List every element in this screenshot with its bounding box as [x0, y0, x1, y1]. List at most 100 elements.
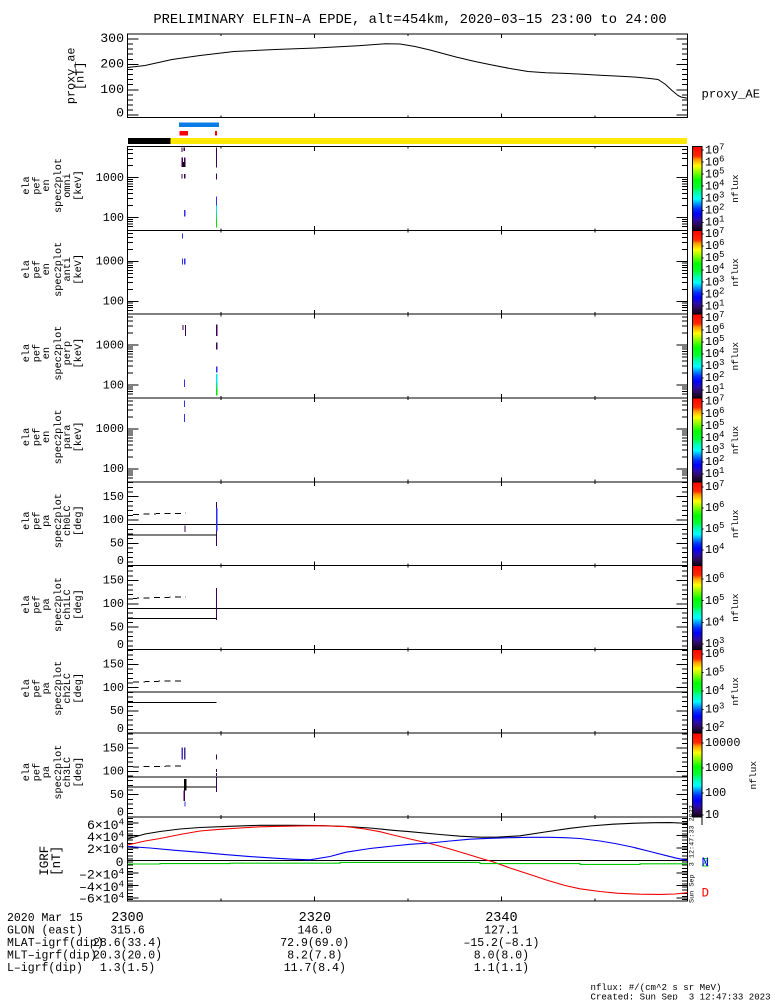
svg-text:0: 0 — [116, 106, 124, 121]
svg-text:150: 150 — [103, 574, 124, 588]
svg-text:100: 100 — [100, 82, 124, 97]
svg-text:[deg]: [deg] — [73, 505, 85, 536]
svg-text:100: 100 — [705, 786, 726, 800]
svg-text:0: 0 — [117, 638, 124, 652]
svg-text:ch0LC: ch0LC — [62, 505, 74, 536]
svg-text:MLAT–igrf(dip): MLAT–igrf(dip) — [7, 937, 104, 950]
svg-text:en: en — [42, 179, 53, 191]
svg-text:ela: ela — [21, 512, 33, 530]
svg-text:[deg]: [deg] — [73, 673, 85, 704]
svg-text:en: en — [42, 347, 53, 359]
svg-text:100: 100 — [103, 378, 124, 392]
svg-text:pef: pef — [31, 176, 43, 194]
svg-text:1.1(1.1): 1.1(1.1) — [474, 962, 529, 975]
svg-text:spec2plot: spec2plot — [53, 745, 65, 800]
svg-text:150: 150 — [103, 490, 124, 504]
svg-text:omni: omni — [62, 173, 74, 197]
svg-text:nflux: #/(cm^2 s sr MeV): nflux: #/(cm^2 s sr MeV) — [591, 982, 722, 993]
svg-text:nflux: nflux — [730, 509, 741, 538]
svg-text:2020 Mar 15: 2020 Mar 15 — [7, 912, 83, 925]
svg-text:1000: 1000 — [96, 338, 124, 352]
svg-text:pa: pa — [42, 515, 53, 527]
svg-text:[keV]: [keV] — [73, 254, 85, 285]
svg-text:–6×104: –6×104 — [79, 891, 124, 907]
svg-text:50: 50 — [110, 620, 124, 634]
svg-text:ela: ela — [21, 176, 33, 194]
svg-text:Z: Z — [702, 857, 710, 871]
svg-text:ch1LC: ch1LC — [62, 589, 74, 620]
svg-text:150: 150 — [103, 741, 124, 755]
svg-text:6×104: 6×104 — [87, 818, 124, 834]
svg-text:ch2LC: ch2LC — [62, 673, 74, 704]
svg-text:spec2plot: spec2plot — [53, 326, 65, 381]
svg-text:0: 0 — [117, 554, 124, 568]
svg-text:pef: pef — [31, 679, 43, 697]
svg-text:pa: pa — [42, 682, 53, 694]
svg-text:[deg]: [deg] — [73, 589, 85, 620]
svg-text:pef: pef — [31, 595, 43, 613]
svg-text:pef: pef — [31, 512, 43, 530]
svg-text:spec2plot: spec2plot — [53, 158, 65, 213]
svg-text:1000: 1000 — [96, 422, 124, 436]
svg-text:100: 100 — [103, 765, 124, 779]
svg-text:2×104: 2×104 — [87, 841, 124, 857]
svg-text:–15.2(–8.1): –15.2(–8.1) — [463, 937, 539, 950]
svg-text:pef: pef — [31, 344, 43, 362]
svg-text:10000: 10000 — [705, 736, 740, 750]
svg-text:N: N — [702, 856, 710, 870]
svg-text:ela: ela — [21, 763, 33, 781]
svg-text:pef: pef — [31, 428, 43, 446]
svg-text:proxy_AE: proxy_AE — [702, 88, 761, 102]
svg-text:100: 100 — [103, 513, 124, 527]
svg-text:D: D — [702, 886, 710, 900]
svg-text:10: 10 — [705, 808, 719, 822]
svg-text:100: 100 — [103, 597, 124, 611]
svg-text:ela: ela — [21, 344, 33, 362]
svg-text:300: 300 — [100, 31, 124, 46]
svg-text:200: 200 — [100, 57, 124, 72]
svg-text:127.1: 127.1 — [484, 925, 519, 938]
svg-text:–4×104: –4×104 — [79, 879, 124, 895]
svg-text:150: 150 — [103, 658, 124, 672]
svg-text:0: 0 — [117, 722, 124, 736]
svg-text:nflux: nflux — [730, 425, 741, 454]
svg-text:[keV]: [keV] — [73, 338, 85, 369]
svg-text:28.6(33.4): 28.6(33.4) — [93, 937, 162, 950]
svg-text:ela: ela — [21, 595, 33, 613]
svg-text:1000: 1000 — [705, 761, 733, 775]
svg-text:1.3(1.5): 1.3(1.5) — [100, 962, 155, 975]
svg-text:20.3(20.0): 20.3(20.0) — [93, 949, 162, 962]
svg-text:[nT]: [nT] — [74, 62, 88, 90]
svg-text:72.9(69.0): 72.9(69.0) — [280, 937, 349, 950]
svg-text:ela: ela — [21, 679, 33, 697]
svg-text:anti: anti — [62, 257, 74, 281]
svg-text:ch3LC: ch3LC — [62, 757, 74, 788]
svg-text:2300: 2300 — [111, 911, 143, 926]
svg-text:MLT–igrf(dip): MLT–igrf(dip) — [7, 949, 97, 962]
svg-text:pa: pa — [42, 598, 53, 610]
svg-text:nflux: nflux — [730, 677, 741, 706]
svg-text:100: 100 — [103, 462, 124, 476]
svg-text:proxy_ae: proxy_ae — [65, 47, 79, 104]
svg-text:spec2plot: spec2plot — [53, 409, 65, 464]
svg-text:100: 100 — [103, 295, 124, 309]
svg-text:ela: ela — [21, 428, 33, 446]
svg-text:50: 50 — [110, 704, 124, 718]
svg-text:146.0: 146.0 — [298, 925, 333, 938]
svg-text:50: 50 — [110, 537, 124, 551]
svg-text:en: en — [42, 263, 53, 275]
svg-text:8.2(7.8): 8.2(7.8) — [287, 949, 342, 962]
svg-text:2320: 2320 — [299, 911, 331, 926]
svg-text:100: 100 — [103, 681, 124, 695]
svg-text:[nT]: [nT] — [50, 846, 64, 876]
svg-text:spec2plot: spec2plot — [53, 493, 65, 548]
svg-text:L–igrf(dip): L–igrf(dip) — [7, 962, 83, 975]
svg-text:1000: 1000 — [96, 171, 124, 185]
svg-text:nflux: nflux — [730, 258, 741, 287]
svg-text:nflux: nflux — [730, 342, 741, 371]
svg-text:11.7(8.4): 11.7(8.4) — [284, 962, 346, 975]
svg-text:0: 0 — [116, 855, 124, 870]
svg-text:nflux: nflux — [730, 174, 741, 203]
svg-text:pef: pef — [31, 763, 43, 781]
svg-text:2340: 2340 — [485, 911, 517, 926]
